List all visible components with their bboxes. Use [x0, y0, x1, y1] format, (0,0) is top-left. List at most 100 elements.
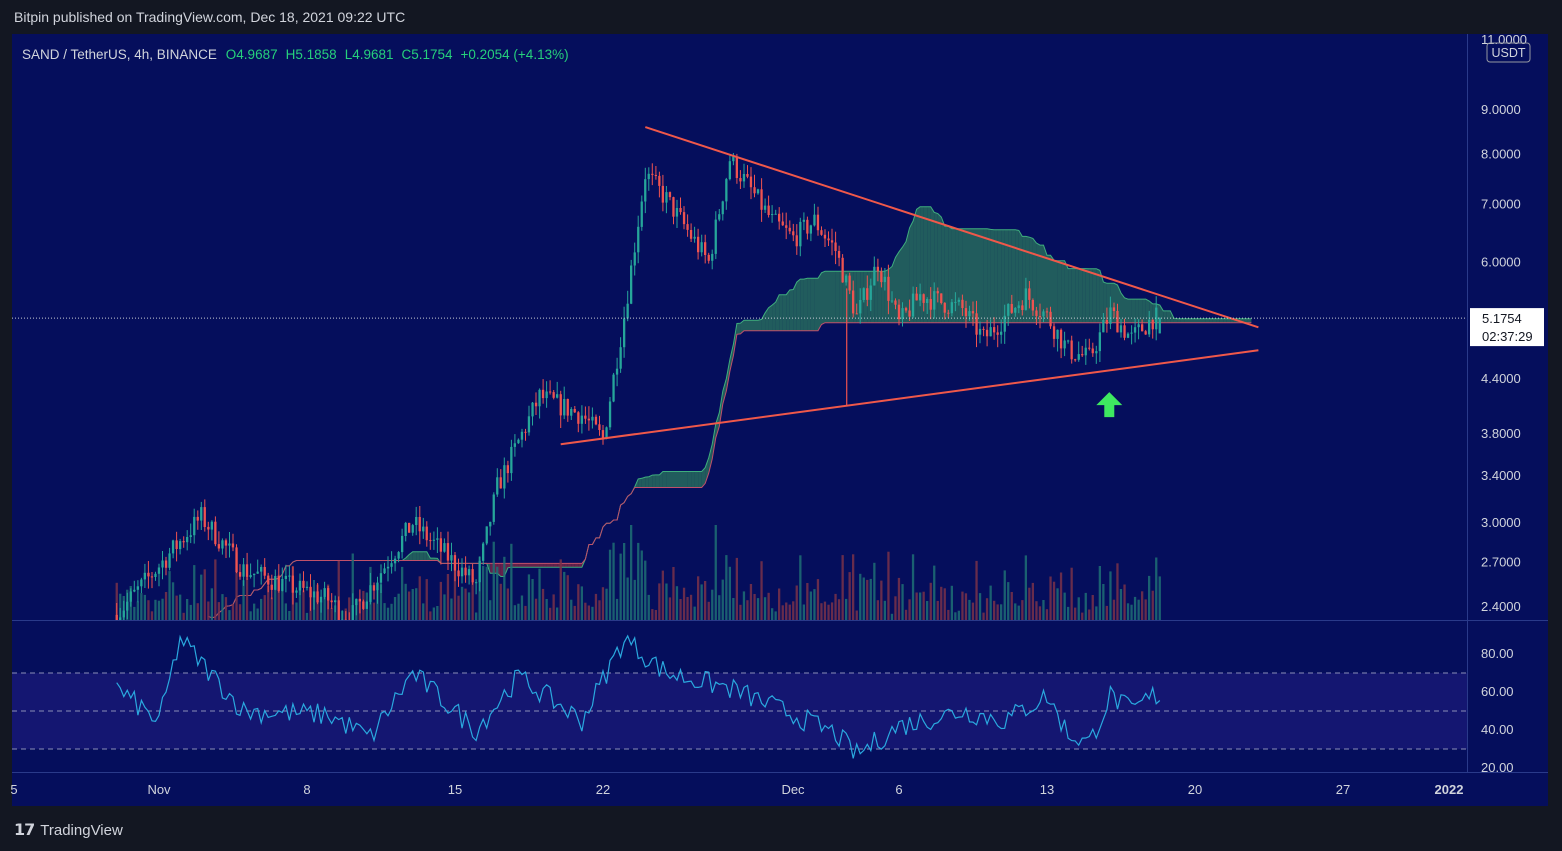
candle [1021, 300, 1024, 316]
candle [570, 407, 573, 420]
volume-bar [298, 582, 302, 620]
volume-bar [432, 607, 435, 620]
price-axis[interactable]: 11.0000 9.0000 8.0000 7.0000 6.0000 4.4000 3.8… [1481, 32, 1527, 614]
cloud-segment [994, 229, 998, 323]
cloud-segment [1008, 229, 1012, 323]
candle [1123, 318, 1126, 341]
candle [260, 564, 263, 585]
rsi-band-fill [12, 673, 1467, 749]
candle [242, 558, 245, 586]
cloud-segment [1247, 318, 1252, 323]
cloud-segment [1202, 318, 1206, 323]
cloud-segment [1138, 299, 1143, 323]
volume-bar [711, 589, 714, 620]
volume-bar [1024, 555, 1027, 620]
candle [957, 297, 960, 306]
volume-bar [1038, 606, 1042, 620]
candle [728, 155, 731, 181]
volume-bar [591, 606, 594, 620]
volume-bar [873, 562, 876, 620]
cloud-segment [983, 228, 988, 323]
volume-bar [288, 611, 291, 620]
last-price-tag: 5.1754 02:37:29 [1470, 308, 1544, 347]
volume-bar [418, 576, 421, 620]
volume-bar [393, 597, 397, 620]
rsi-axis[interactable]: 80.00 60.00 40.00 20.00 [1481, 646, 1514, 775]
volume-bar [1144, 599, 1147, 620]
currency-badge-label: USDT [1491, 46, 1525, 60]
volume-bar [274, 579, 277, 620]
volume-bar [587, 605, 590, 620]
candle [393, 555, 397, 572]
candle [489, 521, 492, 536]
trendline-lower[interactable] [560, 349, 1259, 446]
candle [157, 563, 161, 587]
volume-bar [728, 566, 731, 620]
cloud-segment [536, 563, 540, 568]
candle [559, 390, 562, 428]
volume-bar [1095, 606, 1098, 620]
volume-bar [119, 593, 122, 620]
candle [432, 531, 435, 550]
candle [503, 457, 506, 499]
time-axis[interactable]: 5 Nov 8 15 22 Dec 6 13 20 27 2022 [10, 782, 1463, 797]
candle [841, 254, 844, 283]
volume-bar [210, 588, 213, 620]
trendline-upper[interactable] [644, 126, 1259, 329]
cloud-segment [1131, 299, 1136, 323]
volume-bar [429, 611, 432, 620]
cloud-segment [1142, 299, 1146, 323]
candle [556, 381, 559, 399]
volume-bar [270, 597, 273, 620]
tradingview-brand: TradingView [40, 821, 123, 839]
candle [231, 533, 235, 552]
candle [908, 299, 911, 321]
cloud-segment [1096, 268, 1100, 323]
volume-bar [538, 568, 541, 620]
volume-bar [436, 606, 439, 620]
candle [274, 569, 277, 591]
volume-bar [186, 599, 189, 620]
volume-bar [171, 582, 175, 620]
volume-bar [1102, 584, 1105, 620]
currency-badge[interactable]: USDT [1486, 42, 1531, 63]
candle [785, 212, 788, 240]
cloud-segment [1057, 260, 1062, 323]
cloud-segment [807, 278, 811, 331]
candle [316, 583, 319, 605]
cloud-segment [430, 558, 434, 561]
volume-bar [813, 589, 816, 620]
volume-bar [175, 595, 178, 620]
volume-bar [968, 599, 971, 620]
cloud-segment [789, 289, 794, 331]
rsi-axis-label: 80.00 [1481, 646, 1514, 661]
volume-bar [954, 612, 957, 620]
cloud-segment [867, 271, 871, 323]
volume-bar [115, 582, 118, 620]
cloud-segment [987, 228, 991, 323]
candle [288, 565, 291, 582]
publisher-line: Bitpin published on TradingView.com, Dec… [14, 9, 406, 25]
volume-bar [904, 609, 908, 620]
cloud-segment [539, 563, 544, 568]
cloud-segment [578, 563, 582, 568]
candle [126, 592, 129, 620]
candle [379, 564, 383, 593]
candle [186, 530, 189, 551]
volume-bar [940, 586, 943, 620]
cloud-segment [1036, 243, 1040, 323]
candle [531, 402, 534, 426]
volume-bar [887, 551, 890, 620]
candle [1042, 309, 1045, 322]
tradingview-logo[interactable]: 𝟭𝟳 TradingView [14, 820, 123, 840]
volume-bar [1133, 596, 1137, 620]
cloud-segment [740, 320, 744, 334]
volume-bar [915, 592, 918, 620]
candle [704, 234, 707, 264]
candle [1144, 329, 1147, 335]
volume-bar [464, 588, 467, 620]
candle [936, 287, 939, 303]
ichimoku-cloud [208, 206, 1252, 619]
volume-bar [1112, 599, 1116, 620]
